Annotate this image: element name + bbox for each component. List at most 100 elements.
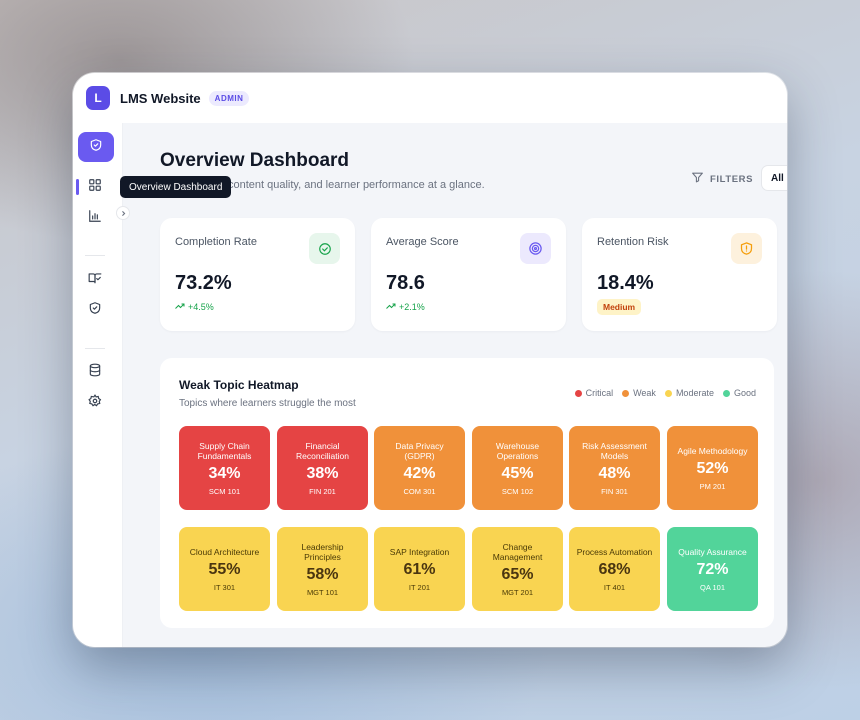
- kpi-value: 73.2%: [175, 272, 232, 294]
- tile-score: 58%: [306, 565, 339, 583]
- heatmap-tile[interactable]: SAP Integration 61% IT 201: [374, 527, 465, 611]
- tile-topic: Data Privacy (GDPR): [395, 440, 444, 461]
- trend-up-icon: [386, 302, 396, 312]
- kpi-value: 18.4%: [597, 272, 654, 294]
- heatmap-tile[interactable]: Cloud Architecture 55% IT 301: [179, 527, 270, 611]
- shield-icon: [88, 301, 102, 320]
- active-indicator: [76, 179, 79, 195]
- scope-select[interactable]: All: [761, 165, 787, 191]
- tile-course-code: PM 201: [699, 481, 726, 491]
- sidebar-item-dashboard[interactable]: [86, 178, 104, 196]
- heatmap-tile[interactable]: Warehouse Operations 45% SCM 102: [472, 426, 563, 510]
- tile-topic: Quality Assurance: [678, 546, 747, 557]
- weak-topic-heatmap-card: Weak Topic Heatmap Topics where learners…: [160, 358, 774, 628]
- tile-score: 61%: [403, 560, 436, 578]
- app-window: L LMS Website ADMIN: [73, 73, 787, 647]
- tile-topic: Agile Methodology: [677, 445, 748, 456]
- filters-label: FILTERS: [710, 173, 754, 185]
- sidebar-item-security[interactable]: [86, 301, 104, 319]
- chevron-right-icon: [120, 204, 127, 222]
- heatmap-tile[interactable]: Data Privacy (GDPR) 42% COM 301: [374, 426, 465, 510]
- sidebar-item-compliance[interactable]: [78, 132, 114, 162]
- target-icon: [520, 233, 551, 264]
- heatmap-tile[interactable]: Change Management 65% MGT 201: [472, 527, 563, 611]
- tile-course-code: FIN 201: [309, 486, 336, 496]
- sidebar-tooltip: Overview Dashboard: [120, 176, 232, 198]
- top-bar: L LMS Website ADMIN: [73, 73, 787, 123]
- sidebar-collapse-button[interactable]: [116, 206, 130, 220]
- kpi-label: Retention Risk: [597, 236, 669, 248]
- tile-score: 68%: [598, 560, 631, 578]
- heatmap-legend: Critical Weak Moderate Good: [574, 388, 756, 398]
- tile-course-code: SCM 101: [208, 486, 241, 496]
- sidebar-divider: [85, 348, 105, 349]
- heatmap-tile[interactable]: Leadership Principles 58% MGT 101: [277, 527, 368, 611]
- tile-score: 52%: [696, 459, 729, 477]
- tile-course-code: IT 401: [603, 582, 626, 592]
- kpi-card-average-score: Average Score 78.6 +2.1%: [371, 218, 566, 331]
- legend-item-weak: Weak: [622, 388, 656, 398]
- heatmap-tile[interactable]: Risk Assessment Models 48% FIN 301: [569, 426, 660, 510]
- alert-shield-icon: [731, 233, 762, 264]
- legend-item-moderate: Moderate: [664, 388, 714, 398]
- tile-score: 48%: [598, 464, 631, 482]
- tile-topic: Change Management: [492, 541, 543, 562]
- filter-icon: [691, 171, 704, 187]
- tile-course-code: SCM 102: [501, 486, 534, 496]
- database-icon: [88, 363, 102, 382]
- app-logo[interactable]: L: [86, 86, 110, 110]
- tile-course-code: IT 201: [408, 582, 431, 592]
- tile-topic: Supply Chain Fundamentals: [197, 440, 252, 461]
- sidebar: [73, 123, 123, 647]
- heatmap-subtitle: Topics where learners struggle the most: [179, 398, 356, 409]
- heatmap-tile[interactable]: Process Automation 68% IT 401: [569, 527, 660, 611]
- tile-topic: Cloud Architecture: [189, 546, 260, 557]
- kpi-label: Completion Rate: [175, 236, 257, 248]
- heatmap-title: Weak Topic Heatmap: [179, 378, 299, 392]
- tile-course-code: FIN 301: [601, 486, 628, 496]
- heatmap-tile[interactable]: Financial Reconciliation 38% FIN 201: [277, 426, 368, 510]
- tile-topic: Leadership Principles: [301, 541, 344, 562]
- sidebar-item-data[interactable]: [86, 363, 104, 381]
- tile-course-code: IT 301: [213, 582, 236, 592]
- filters-button[interactable]: FILTERS: [691, 171, 753, 187]
- kpi-card-retention-risk: Retention Risk 18.4% Medium: [582, 218, 777, 331]
- sidebar-item-settings[interactable]: [86, 393, 104, 413]
- risk-level-badge: Medium: [597, 299, 642, 315]
- tile-topic: Risk Assessment Models: [582, 440, 647, 461]
- tile-topic: Warehouse Operations: [495, 440, 540, 461]
- bar-chart-icon: [88, 209, 102, 228]
- tile-score: 72%: [696, 560, 729, 578]
- tile-course-code: MGT 201: [501, 587, 534, 597]
- tile-score: 45%: [501, 464, 534, 482]
- tile-course-code: MGT 101: [306, 587, 339, 597]
- tile-score: 65%: [501, 565, 534, 583]
- app-title: LMS Website: [120, 90, 201, 106]
- sidebar-item-analytics[interactable]: [86, 209, 104, 227]
- page-title: Overview Dashboard: [160, 150, 350, 171]
- tile-score: 55%: [208, 560, 241, 578]
- tile-course-code: COM 301: [403, 486, 436, 496]
- kpi-delta: +2.1%: [386, 302, 425, 312]
- heatmap-tile[interactable]: Quality Assurance 72% QA 101: [667, 527, 758, 611]
- tile-course-code: QA 101: [699, 582, 726, 592]
- tile-score: 42%: [403, 464, 436, 482]
- page-subtitle: content quality, and learner performance…: [228, 179, 485, 191]
- check-circle-icon: [309, 233, 340, 264]
- tile-score: 38%: [306, 464, 339, 482]
- sidebar-item-courses[interactable]: [86, 271, 104, 289]
- kpi-delta: +4.5%: [175, 302, 214, 312]
- legend-item-good: Good: [722, 388, 756, 398]
- gear-icon: [88, 393, 102, 413]
- sidebar-divider: [85, 255, 105, 256]
- tile-topic: SAP Integration: [389, 546, 450, 557]
- heatmap-tile[interactable]: Supply Chain Fundamentals 34% SCM 101: [179, 426, 270, 510]
- trend-up-icon: [175, 302, 185, 312]
- dashboard-grid-icon: [88, 178, 102, 197]
- tile-topic: Financial Reconciliation: [296, 440, 349, 461]
- tile-score: 34%: [208, 464, 241, 482]
- heatmap-tile[interactable]: Agile Methodology 52% PM 201: [667, 426, 758, 510]
- kpi-value: 78.6: [386, 272, 425, 294]
- legend-item-critical: Critical: [574, 388, 613, 398]
- book-check-icon: [88, 271, 102, 290]
